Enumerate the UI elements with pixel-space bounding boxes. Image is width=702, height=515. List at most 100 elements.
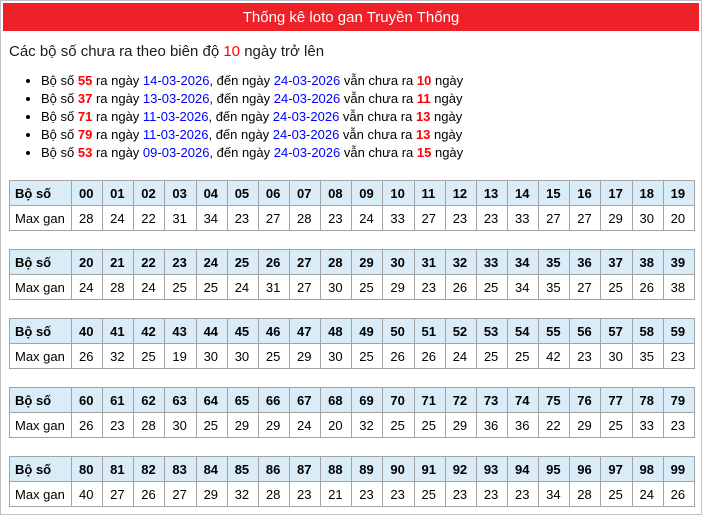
number-cell: 86 (257, 456, 290, 482)
number-cell: 98 (631, 456, 664, 482)
max-gan-cell: 29 (382, 274, 415, 300)
number-cell: 75 (538, 387, 571, 413)
number-cell: 15 (538, 180, 571, 206)
max-gan-cell: 23 (444, 481, 477, 507)
number-cell: 99 (662, 456, 696, 482)
max-gan-cell: 34 (538, 481, 571, 507)
table-value-row: Max gan 40 27 26 27 29 32 28 23 21 23 23 25 23 23 23 34 2… (9, 481, 696, 507)
max-gan-cell: 23 (320, 205, 353, 231)
alert-text: ngày (431, 145, 464, 160)
table-header-row: Bộ số 20 21 22 23 24 25 26 27 28 29 30 31 32 33 34 35 36 3… (9, 249, 696, 275)
max-gan-cell: 29 (600, 205, 633, 231)
number-cell: 14 (506, 180, 540, 206)
header-label-cell: Bộ số (9, 387, 72, 413)
max-gan-cell: 20 (320, 412, 353, 438)
max-gan-cell: 26 (631, 274, 664, 300)
table-header-row: Bộ số 60 61 62 63 64 65 66 67 68 69 70 71 72 73 74 75 76 7… (9, 387, 696, 413)
max-gan-cell: 32 (351, 412, 384, 438)
alert-days: 15 (416, 145, 432, 160)
number-cell: 44 (195, 318, 228, 344)
max-gan-cell: 40 (70, 481, 104, 507)
max-gan-cell: 29 (569, 412, 602, 438)
number-cell: 90 (382, 456, 415, 482)
alert-to-date: 24-03-2026 (273, 145, 341, 160)
number-cell: 59 (662, 318, 696, 344)
number-cell: 22 (133, 249, 166, 275)
alert-text: Bộ số (41, 91, 78, 106)
number-cell: 88 (320, 456, 353, 482)
alert-days: 10 (416, 73, 432, 88)
max-gan-cell: 23 (475, 481, 508, 507)
number-cell: 34 (506, 249, 540, 275)
max-gan-cell: 35 (538, 274, 571, 300)
alert-text: ra ngày (92, 91, 143, 106)
number-cell: 33 (475, 249, 508, 275)
table-value-row: Max gan 26 32 25 19 30 30 25 29 30 25 26 26 24 25 25 42 2… (9, 343, 696, 369)
number-cell: 50 (382, 318, 415, 344)
alert-from-date: 11-03-2026 (142, 127, 209, 142)
number-cell: 47 (288, 318, 322, 344)
number-cell: 30 (382, 249, 415, 275)
max-gan-cell: 26 (70, 343, 104, 369)
table-header-row: Bộ số 80 81 82 83 84 85 86 87 88 89 90 91 92 93 94 95 96 9… (9, 456, 696, 482)
alert-item: Bộ số 79 ra ngày 11-03-2026, đến ngày 24… (41, 126, 701, 144)
number-cell: 21 (102, 249, 135, 275)
max-gan-cell: 26 (382, 343, 415, 369)
max-gan-cell: 25 (600, 481, 633, 507)
number-cell: 64 (195, 387, 228, 413)
number-cell: 35 (538, 249, 571, 275)
number-cell: 43 (164, 318, 197, 344)
max-gan-cell: 23 (226, 205, 259, 231)
max-gan-cell: 28 (133, 412, 166, 438)
max-gan-cell: 25 (382, 412, 415, 438)
max-gan-cell: 26 (133, 481, 166, 507)
header-label-cell: Bộ số (9, 249, 72, 275)
alert-number: 55 (77, 73, 93, 88)
number-cell: 69 (351, 387, 384, 413)
max-gan-cell: 33 (631, 412, 664, 438)
number-cell: 74 (506, 387, 540, 413)
alert-text: vẫn chưa ra (340, 145, 417, 160)
alert-text: vẫn chưa ra (339, 127, 416, 142)
number-cell: 38 (631, 249, 664, 275)
alert-item: Bộ số 71 ra ngày 11-03-2026, đến ngày 24… (41, 108, 701, 126)
number-cell: 31 (413, 249, 446, 275)
alert-to-date: 24-03-2026 (272, 109, 340, 124)
number-cell: 92 (444, 456, 477, 482)
alert-text: vẫn chưa ra (339, 109, 416, 124)
number-cell: 28 (320, 249, 353, 275)
max-gan-cell: 24 (288, 412, 322, 438)
number-cell: 25 (226, 249, 259, 275)
alert-item: Bộ số 37 ra ngày 13-03-2026, đến ngày 24… (41, 90, 701, 108)
gan-table: Bộ số 60 61 62 63 64 65 66 67 68 69 70 71 72 73 74 75 76 7… (9, 387, 696, 438)
max-gan-cell: 25 (475, 274, 508, 300)
max-gan-cell: 33 (382, 205, 415, 231)
alert-from-date: 13-03-2026 (142, 91, 210, 106)
max-gan-cell: 30 (195, 343, 228, 369)
number-cell: 94 (506, 456, 540, 482)
subtitle-threshold: 10 (223, 43, 241, 60)
max-gan-cell: 29 (195, 481, 228, 507)
number-cell: 40 (70, 318, 104, 344)
alert-number: 37 (77, 91, 93, 106)
alert-from-date: 14-03-2026 (142, 73, 210, 88)
alert-text: ra ngày (92, 127, 143, 142)
gan-table: Bộ số 20 21 22 23 24 25 26 27 28 29 30 31 32 33 34 35 36 3… (9, 249, 696, 300)
max-gan-cell: 23 (506, 481, 540, 507)
alert-text: ra ngày (92, 73, 143, 88)
header-label-cell: Bộ số (9, 318, 72, 344)
max-gan-cell: 27 (164, 481, 197, 507)
number-cell: 24 (195, 249, 228, 275)
alert-text: ngày (431, 73, 464, 88)
alert-text: Bộ số (41, 109, 78, 124)
max-gan-cell: 36 (506, 412, 540, 438)
max-gan-cell: 23 (475, 205, 508, 231)
max-gan-cell: 23 (102, 412, 135, 438)
number-cell: 17 (600, 180, 633, 206)
number-cell: 27 (288, 249, 322, 275)
number-cell: 85 (226, 456, 259, 482)
max-gan-cell: 30 (320, 274, 353, 300)
number-cell: 84 (195, 456, 228, 482)
max-gan-cell: 30 (226, 343, 259, 369)
